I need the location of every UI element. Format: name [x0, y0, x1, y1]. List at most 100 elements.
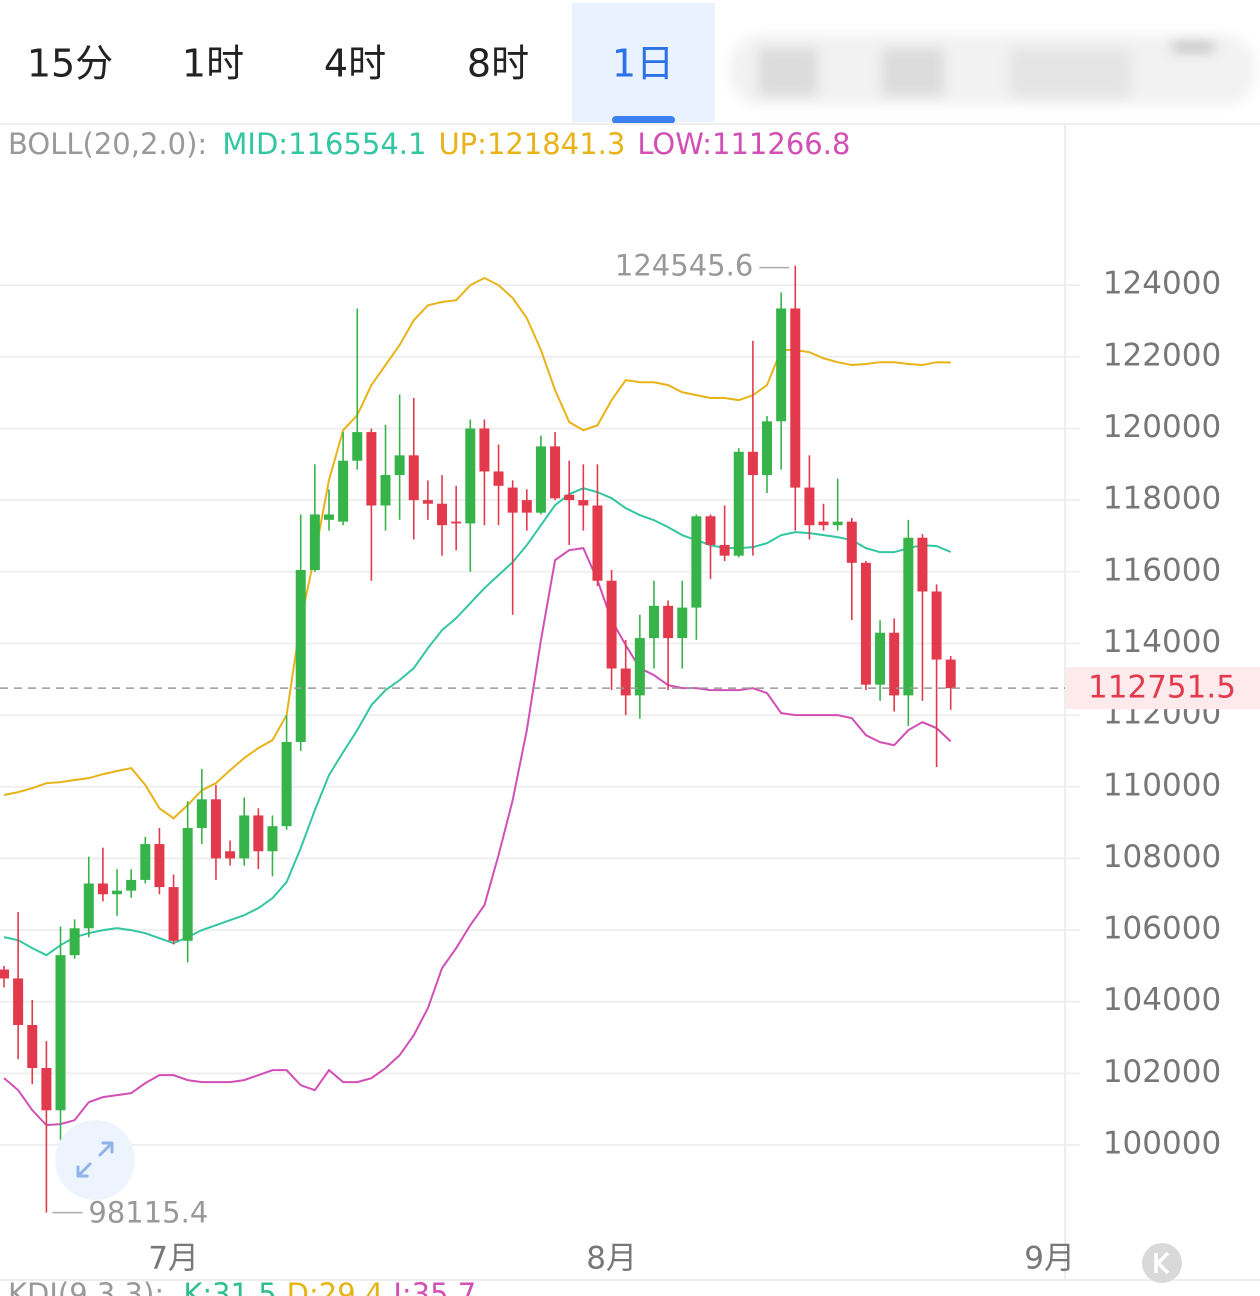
- blur-block: [882, 48, 944, 96]
- candle-body: [945, 659, 956, 689]
- candle-body: [295, 569, 306, 742]
- candle-body: [663, 605, 674, 639]
- candle-body: [719, 544, 730, 556]
- candle-body: [677, 607, 688, 639]
- candle-body: [225, 851, 236, 859]
- x-tick-label: 8月: [586, 1241, 637, 1277]
- kline-button[interactable]: [1142, 1243, 1182, 1283]
- y-tick-label: 102000: [1103, 1054, 1221, 1090]
- tab-label: 1时: [182, 42, 244, 86]
- y-tick-label: 116000: [1103, 552, 1221, 588]
- candle-body: [323, 514, 334, 520]
- candle-body: [352, 432, 363, 461]
- legend-name: UP:: [438, 127, 486, 161]
- candle-body: [267, 826, 278, 852]
- candle-body: [521, 500, 532, 513]
- candle-body: [578, 500, 589, 506]
- candle-body: [168, 887, 179, 941]
- candle-body: [903, 537, 914, 696]
- min-label: 98115.4: [88, 1196, 208, 1230]
- expand-button[interactable]: [55, 1120, 135, 1200]
- candle-body: [97, 883, 108, 895]
- candle-body: [0, 969, 9, 979]
- kdj-item: J:35.7: [391, 1277, 476, 1296]
- candle-body: [55, 955, 66, 1111]
- candle-body: [408, 455, 419, 501]
- tab[interactable]: 1时: [182, 42, 244, 86]
- candle-body: [140, 844, 151, 880]
- candle-body: [338, 460, 349, 522]
- tab[interactable]: 4时: [324, 42, 386, 86]
- tab-indicator: [612, 116, 675, 124]
- candle-body: [733, 451, 744, 556]
- candle-body: [634, 638, 645, 696]
- candle-body: [790, 308, 801, 488]
- candle-body: [620, 668, 631, 696]
- tab-label: 4时: [324, 42, 386, 86]
- candle-body: [422, 500, 433, 504]
- candle-body: [818, 521, 829, 526]
- price-tag: [1066, 667, 1260, 710]
- candle-body: [507, 487, 518, 513]
- blur-block: [1172, 42, 1214, 52]
- boll-line: [3, 276, 951, 820]
- candle-body: [832, 521, 843, 526]
- tab[interactable]: 15分: [27, 42, 113, 86]
- legend-value: 111266.8: [712, 127, 850, 161]
- y-tick-label: 108000: [1103, 839, 1221, 875]
- candle-body: [239, 815, 250, 859]
- candle-body: [27, 1025, 38, 1069]
- y-tick-label: 114000: [1103, 624, 1221, 660]
- candle-body: [154, 844, 165, 888]
- candle-body: [747, 451, 758, 476]
- y-tick-label: 120000: [1103, 409, 1221, 445]
- candle-body: [210, 799, 221, 859]
- x-tick-label: 7月: [148, 1241, 199, 1277]
- candle-body: [451, 521, 462, 524]
- candle-body: [41, 1068, 52, 1111]
- candle-body: [69, 928, 80, 956]
- candle-body: [13, 978, 24, 1026]
- candle-body: [606, 580, 617, 669]
- kline-icon: [1154, 1251, 1170, 1275]
- tab[interactable]: 1日: [572, 3, 715, 124]
- candle-body: [917, 537, 928, 592]
- candle-body: [550, 446, 561, 499]
- expand-icon: [76, 1141, 114, 1178]
- kdj-label: KDJ(9,3,3):: [8, 1277, 164, 1296]
- kdj-legend: KDJ(9,3,3): K:31.5 D:29.4 J:35.7: [8, 1277, 476, 1296]
- candle-body: [875, 632, 886, 685]
- boll-line: [3, 547, 952, 1127]
- legend-value: 121841.3: [487, 127, 625, 161]
- tab-label: 1日: [612, 42, 674, 86]
- y-tick-label: 124000: [1103, 266, 1221, 302]
- candle-body: [83, 883, 94, 929]
- expand-circle: [55, 1120, 135, 1200]
- max-label: 124545.6: [615, 249, 753, 283]
- tab[interactable]: 8时: [467, 42, 529, 86]
- kline-circle: [1142, 1243, 1182, 1283]
- candle-body: [860, 562, 871, 685]
- candle-body: [705, 516, 716, 545]
- blur-block: [1010, 48, 1130, 98]
- y-tick-label: 100000: [1103, 1126, 1221, 1162]
- candle-body: [931, 591, 942, 660]
- candle-body: [366, 432, 377, 506]
- candle-body: [309, 514, 320, 570]
- candle-body: [762, 421, 773, 476]
- candle-body: [380, 475, 391, 506]
- kdj-item: K:31.5: [183, 1277, 276, 1296]
- y-tick-label: 110000: [1103, 767, 1221, 803]
- y-tick-label: 122000: [1103, 337, 1221, 373]
- candle-body: [437, 503, 448, 526]
- candle-body: [776, 308, 787, 422]
- indicator-label: BOLL(20,2.0):: [8, 127, 207, 161]
- candle-body: [691, 516, 702, 608]
- boll-legend: BOLL(20,2.0): MID:116554.1 UP:121841.3 LOW…: [8, 127, 850, 161]
- tab-label: 15分: [27, 42, 113, 86]
- blur-block: [758, 48, 818, 96]
- y-tick-label: 118000: [1103, 481, 1221, 517]
- candle-body: [126, 879, 137, 891]
- candle-body: [394, 455, 405, 476]
